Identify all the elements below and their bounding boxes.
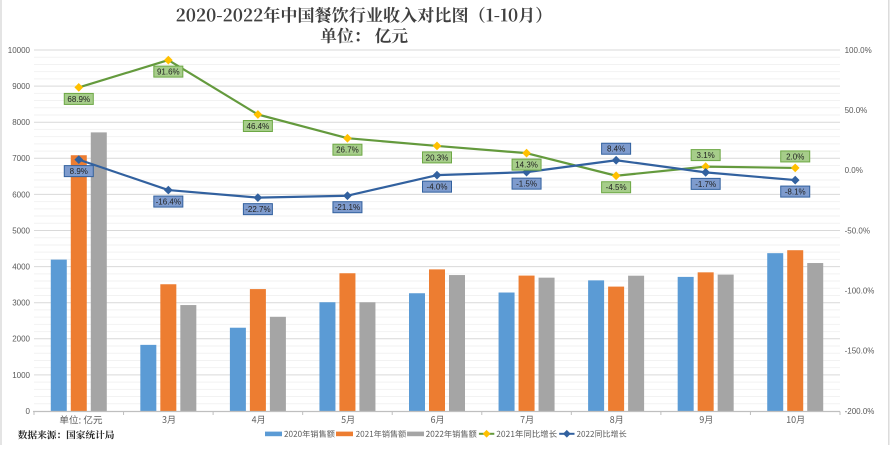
- svg-text:5000: 5000: [12, 226, 30, 235]
- svg-text:-100.0%: -100.0%: [845, 287, 875, 296]
- svg-text:3000: 3000: [12, 299, 30, 308]
- svg-text:-21.1%: -21.1%: [335, 203, 360, 212]
- svg-text:26.7%: 26.7%: [336, 146, 359, 155]
- svg-text:8.9%: 8.9%: [70, 167, 88, 176]
- svg-text:0: 0: [26, 407, 31, 416]
- svg-text:20.3%: 20.3%: [426, 153, 449, 162]
- svg-text:2000: 2000: [12, 335, 30, 344]
- svg-text:-1.5%: -1.5%: [516, 180, 537, 189]
- svg-text:46.4%: 46.4%: [247, 122, 270, 131]
- svg-text:-1.7%: -1.7%: [695, 180, 716, 189]
- svg-text:4000: 4000: [12, 263, 30, 272]
- svg-text:0.0%: 0.0%: [845, 166, 863, 175]
- svg-text:-22.7%: -22.7%: [245, 205, 270, 214]
- svg-text:9000: 9000: [12, 82, 30, 91]
- svg-text:3.1%: 3.1%: [697, 151, 715, 160]
- svg-text:2.0%: 2.0%: [786, 152, 804, 161]
- svg-text:50.0%: 50.0%: [845, 106, 868, 115]
- svg-text:14.3%: 14.3%: [515, 161, 538, 170]
- svg-text:100.0%: 100.0%: [845, 46, 872, 55]
- svg-text:-50.0%: -50.0%: [845, 226, 870, 235]
- svg-text:7000: 7000: [12, 154, 30, 163]
- svg-text:8000: 8000: [12, 118, 30, 127]
- svg-text:10000: 10000: [8, 46, 31, 55]
- svg-text:-150.0%: -150.0%: [845, 347, 875, 356]
- svg-text:-4.5%: -4.5%: [606, 183, 627, 192]
- svg-text:-4.0%: -4.0%: [427, 183, 448, 192]
- svg-text:1000: 1000: [12, 371, 30, 380]
- svg-text:8.4%: 8.4%: [607, 145, 625, 154]
- svg-text:-8.1%: -8.1%: [785, 187, 806, 196]
- svg-text:68.9%: 68.9%: [67, 95, 90, 104]
- svg-text:-16.4%: -16.4%: [156, 197, 181, 206]
- svg-text:91.6%: 91.6%: [157, 68, 180, 77]
- svg-text:6000: 6000: [12, 190, 30, 199]
- svg-text:-200.0%: -200.0%: [845, 407, 875, 416]
